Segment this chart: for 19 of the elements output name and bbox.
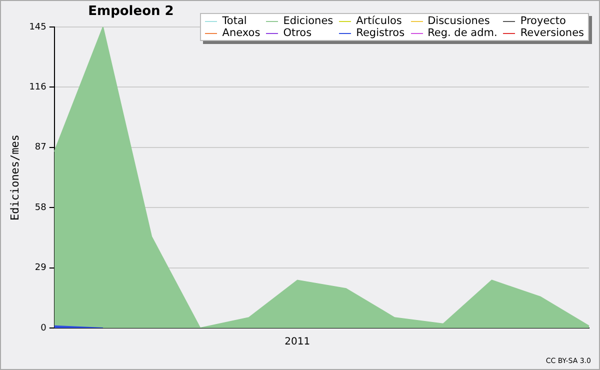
- y-axis-title: Ediciones/mes: [8, 134, 22, 221]
- y-tick-label: 58: [34, 202, 47, 213]
- legend-label: Reversiones: [519, 27, 584, 39]
- legend-label: Ediciones: [282, 15, 334, 27]
- y-tick-label: 116: [29, 82, 47, 93]
- legend-label: Artículos: [355, 15, 403, 27]
- legend-label: Proyecto: [519, 15, 567, 27]
- y-tick-label: 87: [34, 142, 46, 153]
- legend-label: Discusiones: [426, 15, 491, 27]
- legend-label: Otros: [282, 27, 313, 39]
- y-tick-label: 29: [34, 263, 47, 274]
- chart-title: Empoleon 2: [88, 4, 174, 19]
- legend-label: Total: [221, 15, 248, 27]
- legend-label: Registros: [355, 27, 405, 39]
- y-tick-label: 145: [29, 22, 46, 32]
- x-tick-label: 2011: [284, 336, 310, 348]
- legend-label: Reg. de adm.: [426, 27, 498, 39]
- legend-label: Anexos: [221, 27, 260, 39]
- y-tick-label: 0: [40, 323, 47, 334]
